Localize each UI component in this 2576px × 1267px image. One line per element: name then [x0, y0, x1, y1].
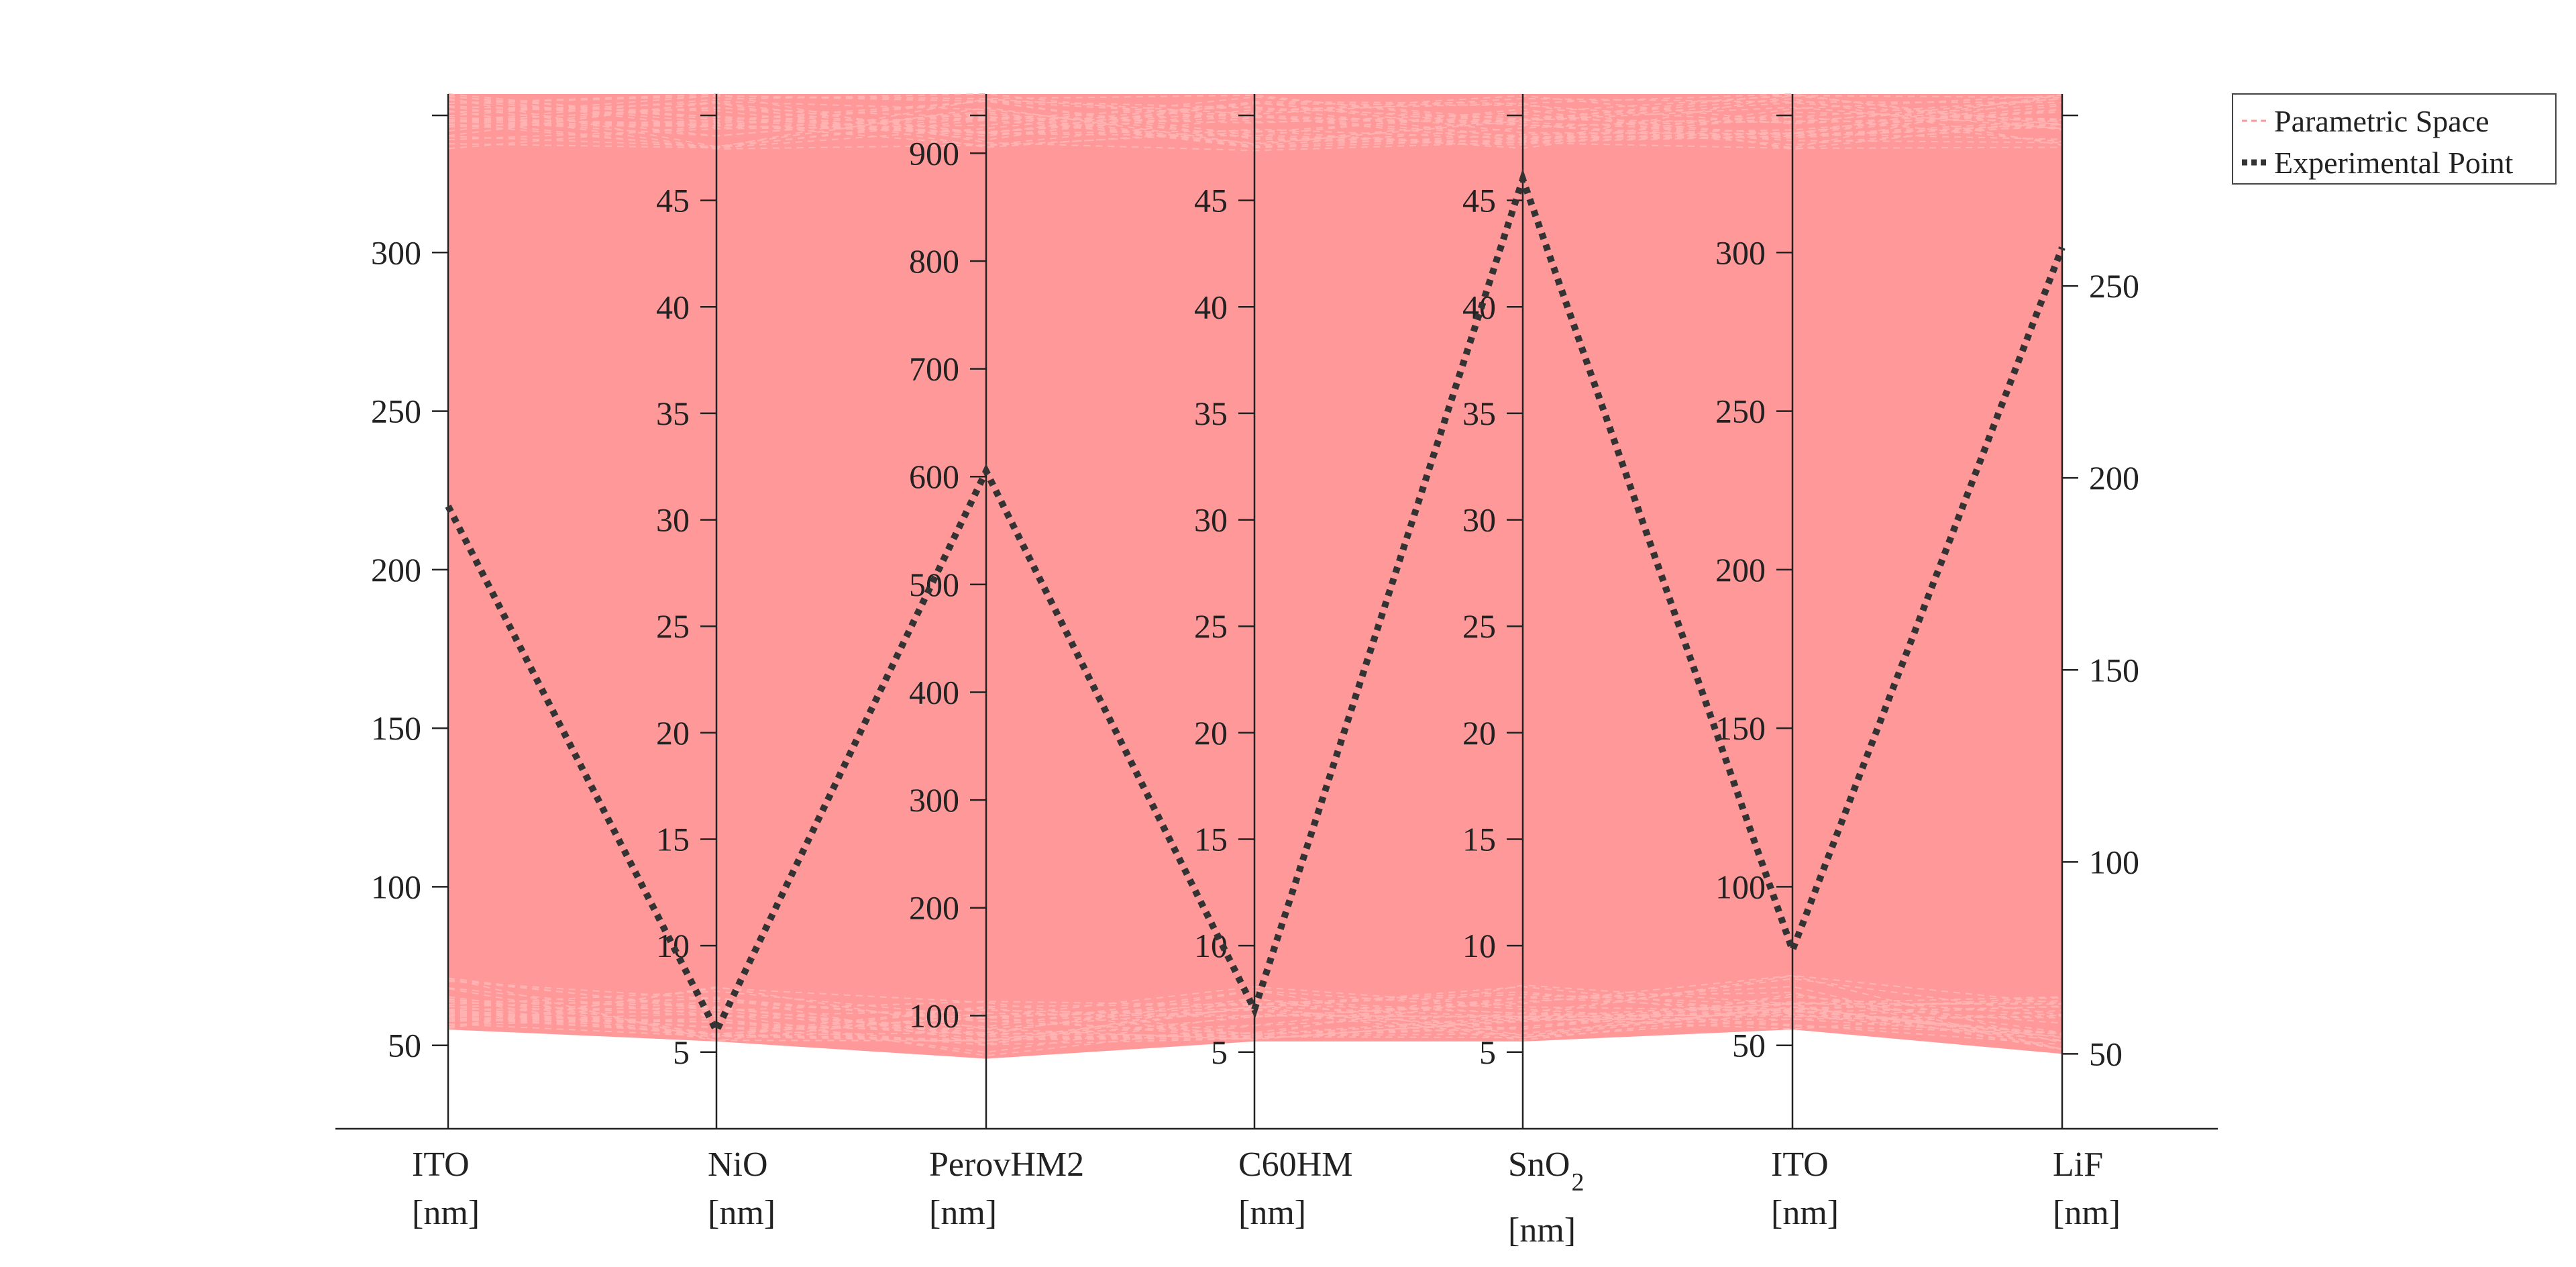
- axis-label-name: C60HM: [1238, 1146, 1352, 1184]
- tick-label: 25: [1194, 607, 1228, 645]
- tick-label: 40: [656, 288, 690, 325]
- axis-label-unit: [nm]: [1508, 1211, 1576, 1250]
- tick-label: 500: [909, 566, 959, 603]
- tick-label: 15: [1462, 820, 1496, 858]
- legend: Parametric Space Experimental Point: [2232, 93, 2557, 185]
- axis-label-name: LiF: [2053, 1146, 2103, 1184]
- tick-label: 50: [2089, 1035, 2123, 1072]
- tick-label: 200: [371, 551, 421, 589]
- tick-label: 50: [388, 1027, 421, 1064]
- tick-label: 20: [1462, 714, 1496, 752]
- axis-label-perovhm2: PerovHM2 [nm]: [929, 1146, 1084, 1232]
- axes: 50 100 150 200 250 300 5 10 15 20 25 30 35 40 45 100 200…: [335, 94, 2218, 1130]
- tick-label: 300: [1715, 234, 1766, 271]
- tick-label: 900: [909, 134, 959, 172]
- tick-label: 5: [1479, 1033, 1496, 1071]
- tick-label: 15: [656, 820, 690, 858]
- axis-label-unit: [nm]: [412, 1194, 480, 1232]
- tick-label: 45: [1194, 182, 1228, 219]
- tick-label: 300: [371, 234, 421, 271]
- axis-label-c60hm: C60HM [nm]: [1238, 1146, 1352, 1232]
- axis-label-unit: [nm]: [2053, 1194, 2121, 1232]
- axis-label-name: PerovHM2: [929, 1146, 1084, 1184]
- axis-label-subscript: 2: [1571, 1168, 1584, 1197]
- tick-label: 250: [1715, 393, 1766, 430]
- axis-label-name: ITO: [412, 1146, 470, 1184]
- axis-nio: 5 10 15 20 25 30 35 40 45: [656, 94, 718, 1129]
- tick-label: 40: [1194, 288, 1228, 325]
- tick-label: 10: [656, 927, 690, 964]
- tick-label: 35: [656, 395, 690, 432]
- tick-label: 100: [1715, 868, 1766, 905]
- tick-label: 150: [2089, 651, 2139, 689]
- tick-label: 10: [1462, 927, 1496, 964]
- tick-label: 30: [656, 501, 690, 539]
- legend-parametric-label: Parametric Space: [2274, 104, 2489, 138]
- tick-label: 400: [909, 673, 959, 711]
- axis-ito1: 50 100 150 200 250 300: [371, 94, 449, 1129]
- axis-label-name: NiO: [708, 1146, 768, 1184]
- tick-label: 20: [656, 714, 690, 752]
- tick-label: 35: [1194, 395, 1228, 432]
- legend-experimental-label: Experimental Point: [2274, 146, 2514, 180]
- tick-label: 35: [1462, 395, 1496, 432]
- axis-label-name: SnO: [1508, 1146, 1570, 1184]
- tick-label: 100: [2089, 843, 2139, 880]
- tick-label: 200: [1715, 551, 1766, 589]
- tick-label: 200: [2089, 459, 2139, 497]
- experimental-point-series: [445, 168, 2065, 1039]
- tick-label: 50: [1732, 1027, 1766, 1064]
- axis-label-ito2: ITO [nm]: [1771, 1146, 1839, 1232]
- axis-lif: 50 100 150 200 250: [2061, 94, 2139, 1129]
- tick-label: 30: [1462, 501, 1496, 539]
- axis-label-unit: [nm]: [1238, 1194, 1306, 1232]
- tick-label: 100: [909, 997, 959, 1034]
- axis-label-unit: [nm]: [929, 1194, 997, 1232]
- axis-perovhm2: 100 200 300 400 500 600 700 800 900: [909, 94, 987, 1129]
- tick-label: 25: [1462, 607, 1496, 645]
- tick-label: 25: [656, 607, 690, 645]
- tick-label: 15: [1194, 820, 1228, 858]
- tick-label: 600: [909, 458, 959, 495]
- legend-box: [2232, 93, 2557, 185]
- axis-label-ito1: ITO [nm]: [412, 1146, 480, 1232]
- tick-label: 100: [371, 868, 421, 905]
- tick-label: 250: [371, 393, 421, 430]
- tick-label: 800: [909, 242, 959, 280]
- axis-label-sno2: SnO 2 [nm]: [1508, 1146, 1584, 1250]
- tick-label: 150: [1715, 709, 1766, 747]
- tick-label: 5: [673, 1033, 690, 1071]
- tick-label: 150: [371, 709, 421, 747]
- axis-ito2: 50 100 150 200 250 300: [1715, 94, 1794, 1129]
- axis-label-lif: LiF [nm]: [2053, 1146, 2121, 1232]
- tick-label: 700: [909, 350, 959, 388]
- tick-label: 45: [656, 182, 690, 219]
- tick-label: 250: [2089, 267, 2139, 305]
- tick-label: 20: [1194, 714, 1228, 752]
- axis-label-name: ITO: [1771, 1146, 1829, 1184]
- tick-label: 45: [1462, 182, 1496, 219]
- axis-labels: ITO [nm] NiO [nm] PerovHM2 [nm] C60HM [nm] SnO 2 […: [412, 1146, 2121, 1250]
- tick-label: 200: [909, 889, 959, 927]
- axis-label-unit: [nm]: [708, 1194, 775, 1232]
- tick-label: 5: [1211, 1033, 1228, 1071]
- axis-label-nio: NiO [nm]: [708, 1146, 775, 1232]
- tick-label: 300: [909, 781, 959, 819]
- axis-label-unit: [nm]: [1771, 1194, 1839, 1232]
- tick-label: 30: [1194, 501, 1228, 539]
